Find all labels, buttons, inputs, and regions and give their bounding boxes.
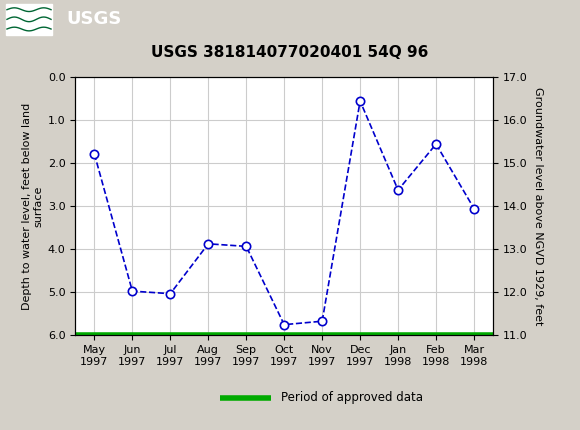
FancyBboxPatch shape <box>6 4 52 35</box>
Text: USGS 381814077020401 54Q 96: USGS 381814077020401 54Q 96 <box>151 45 429 60</box>
Text: Period of approved data: Period of approved data <box>281 391 423 404</box>
Text: USGS: USGS <box>67 10 122 28</box>
Y-axis label: Depth to water level, feet below land
surface: Depth to water level, feet below land su… <box>22 103 44 310</box>
Y-axis label: Groundwater level above NGVD 1929, feet: Groundwater level above NGVD 1929, feet <box>533 87 543 326</box>
